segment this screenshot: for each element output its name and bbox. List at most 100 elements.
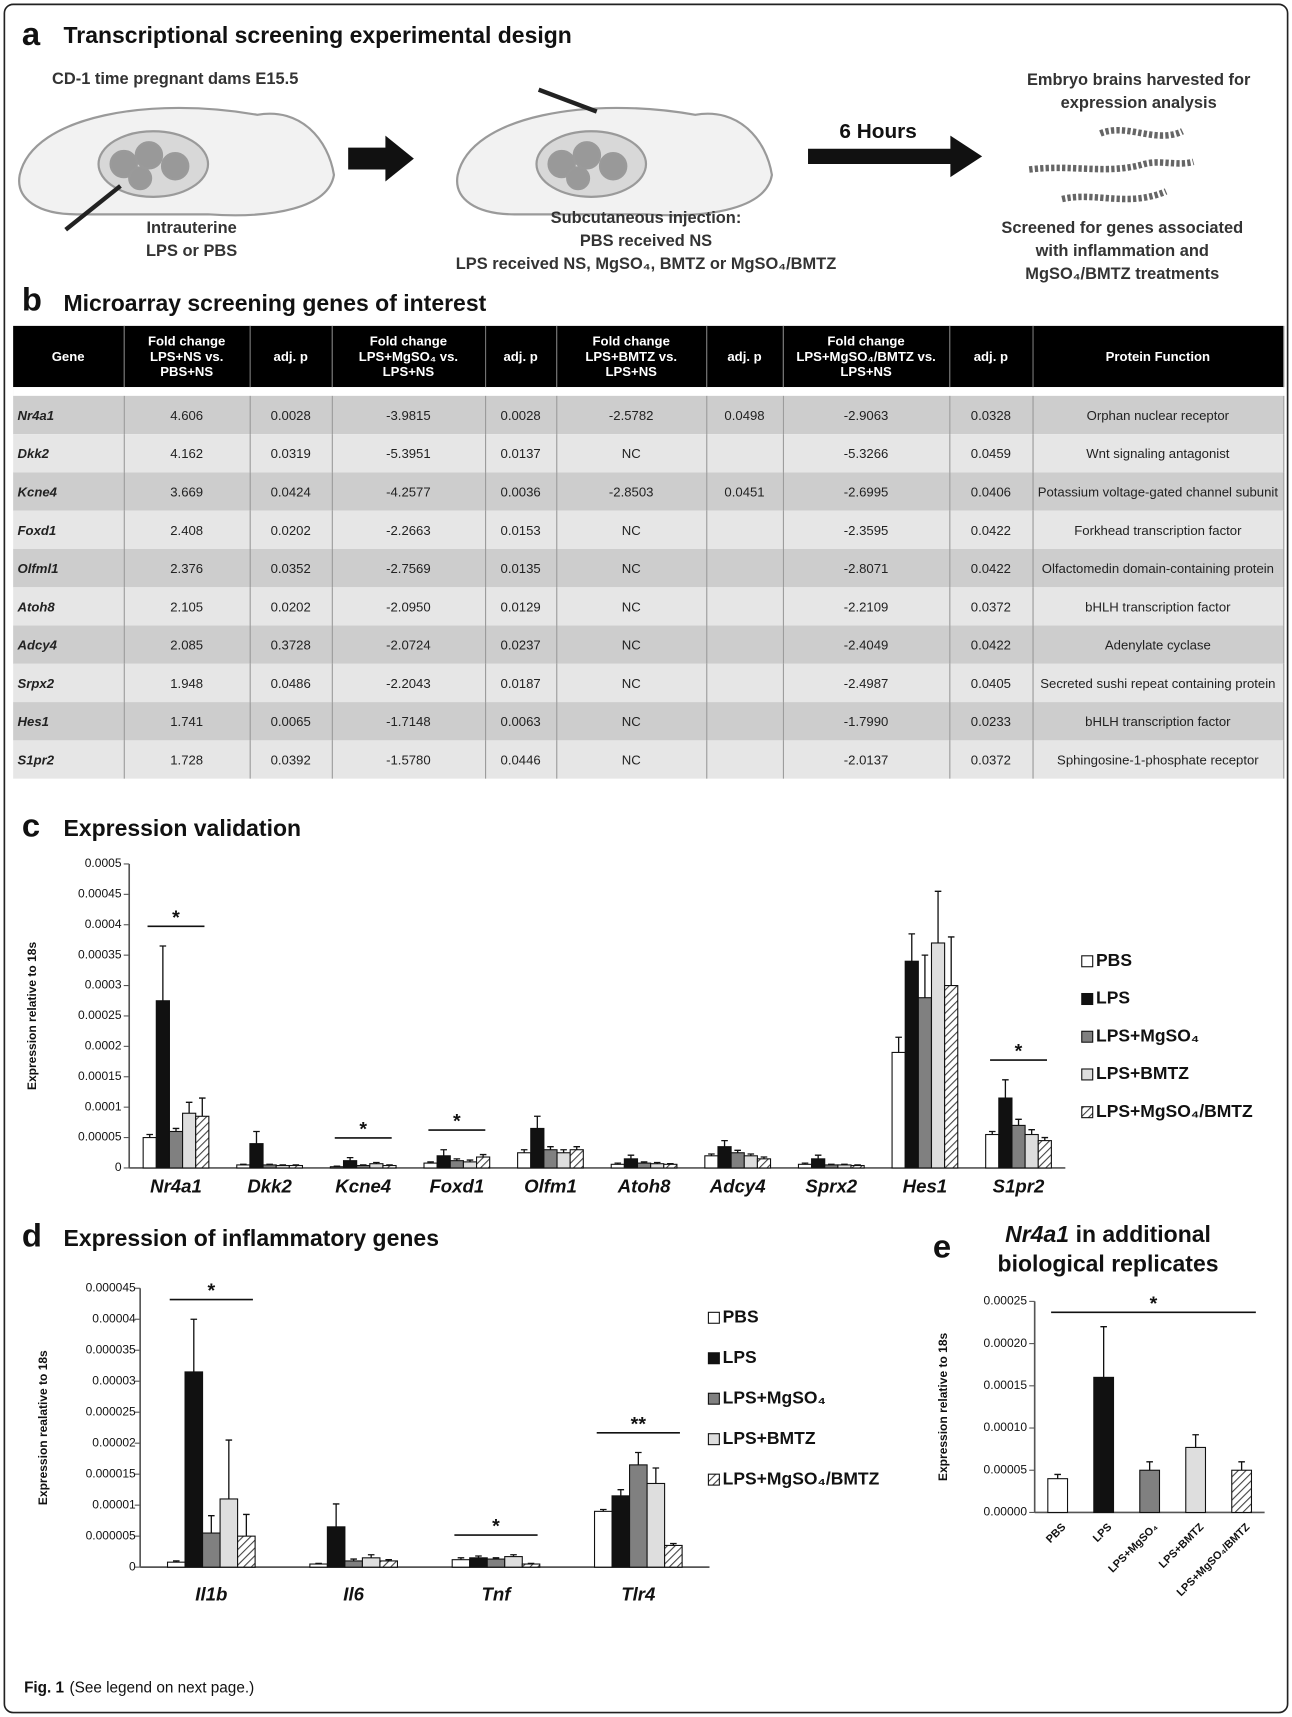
error-bar <box>640 1161 648 1164</box>
error-bar <box>453 1158 461 1161</box>
table-cell: Kcne4 <box>13 472 125 511</box>
bar <box>436 1155 451 1169</box>
harvest-text: expression analysis <box>1061 94 1217 112</box>
route-text: LPS or PBS <box>146 242 237 260</box>
legend-label: LPS+MgSO₄ <box>1096 1025 1199 1045</box>
table-cell <box>706 587 784 626</box>
table-cell: NC <box>556 702 707 741</box>
error-bar <box>385 1559 392 1561</box>
table-row: Atoh8 2.105 0.0202 -2.0950 0.0129 NC -2.2109 0.… <box>13 587 1284 626</box>
bar <box>985 1133 1000 1169</box>
error-bar <box>1002 1079 1009 1099</box>
error-bar <box>510 1554 517 1557</box>
panel-label: d <box>22 1217 42 1254</box>
table-cell: NC <box>556 740 707 779</box>
y-tick-label: 0.00025 <box>984 1294 1028 1308</box>
x-tick-label: S1pr2 <box>993 1176 1045 1197</box>
legend-swatch <box>707 1392 720 1405</box>
y-tick-label: 0.00035 <box>78 947 122 961</box>
table-cell <box>706 740 784 779</box>
table-cell: -2.2109 <box>782 587 950 626</box>
bar <box>623 1158 639 1169</box>
legend-label: PBS <box>1096 950 1132 970</box>
x-tick-label: PBS <box>1044 1521 1068 1545</box>
bar <box>756 1158 772 1169</box>
header-cell: Protein Function <box>1032 325 1284 388</box>
error-bar <box>670 1542 677 1546</box>
error-bar <box>617 1489 625 1496</box>
table-cell: 0.0028 <box>485 395 557 435</box>
bar <box>610 1163 625 1169</box>
table-row: Nr4a1 4.606 0.0028 -3.9815 0.0028 -2.5782 0.04… <box>13 395 1284 435</box>
injection-text: Subcutaneous injection: <box>551 209 742 227</box>
bar <box>219 1498 239 1568</box>
bar <box>236 1164 251 1169</box>
panel-title: Transcriptional screening experimental d… <box>64 22 572 48</box>
error-bar <box>814 1154 822 1159</box>
table-cell <box>706 702 784 741</box>
mouse-illustration <box>18 87 774 232</box>
table-cell: -2.3595 <box>782 510 950 549</box>
table-cell: -1.7990 <box>782 702 950 741</box>
bar <box>379 1560 398 1568</box>
x-tick-label: Foxd1 <box>429 1176 484 1197</box>
bar <box>904 960 919 1169</box>
bar <box>1011 1124 1026 1169</box>
interval-text: 6 Hours <box>839 120 916 143</box>
bar <box>569 1149 584 1169</box>
error-bar <box>440 1149 447 1156</box>
legend-swatch <box>1081 1030 1094 1043</box>
bar <box>423 1162 438 1169</box>
table-body: Nr4a1 4.606 0.0028 -3.9815 0.0028 -2.5782 0.04… <box>13 387 1284 779</box>
y-axis-label: Expression realative to 18s <box>36 1350 50 1505</box>
table-row: S1pr2 1.728 0.0392 -1.5780 0.0446 NC -2.0137 0.… <box>13 740 1284 779</box>
bar <box>517 1152 532 1169</box>
bar <box>344 1560 363 1568</box>
table-cell: -2.5782 <box>556 395 707 435</box>
y-tick-label: 0.00015 <box>984 1378 1028 1392</box>
bar <box>326 1526 346 1568</box>
bar <box>486 1558 506 1568</box>
table-cell: -4.2577 <box>331 472 486 511</box>
table-cell: Wnt signaling antagonist <box>1032 434 1284 473</box>
error-bar <box>146 1133 154 1138</box>
table-cell: Atoh8 <box>13 587 125 626</box>
x-tick-label: Il1b <box>195 1583 227 1604</box>
bar <box>650 1163 665 1169</box>
y-tick-label: 0.000045 <box>86 1280 136 1294</box>
x-tick-label: Atoh8 <box>617 1176 671 1197</box>
table-cell: 0.0129 <box>485 587 557 626</box>
table-cell <box>706 434 784 473</box>
significance-mark: * <box>453 1111 461 1133</box>
error-bar <box>947 936 955 986</box>
x-tick-label: Olfm1 <box>524 1176 577 1197</box>
panel-label: a <box>22 15 41 52</box>
table-cell: 4.606 <box>123 395 251 435</box>
error-bar <box>332 1503 340 1527</box>
chart-title: Nr4a1 in additional <box>1005 1221 1211 1247</box>
legend-label: LPS <box>723 1347 757 1367</box>
table-cell: S1pr2 <box>13 740 125 779</box>
y-tick-label: 0.0003 <box>85 978 122 992</box>
error-bar <box>243 1513 250 1537</box>
legend-label: LPS+MgSO₄ <box>723 1387 826 1407</box>
error-bar <box>190 1318 198 1372</box>
table-cell: 0.0498 <box>706 395 784 435</box>
caption-text: (See legend on next page.) <box>70 1680 255 1697</box>
table-cell: NC <box>556 587 707 626</box>
panel-label: b <box>22 281 42 318</box>
title-gene: Nr4a1 <box>1005 1221 1069 1247</box>
table-cell: 2.376 <box>123 548 251 588</box>
x-tick-label: Hes1 <box>903 1176 947 1197</box>
table-cell: 0.0063 <box>485 702 557 741</box>
table-cell: NC <box>556 548 707 588</box>
table-cell: 0.0406 <box>949 472 1034 511</box>
table-cell: 0.0451 <box>706 472 784 511</box>
header-cell: adj. p <box>485 325 557 388</box>
error-bar <box>198 1097 206 1117</box>
y-tick-label: 0.000005 <box>86 1528 136 1542</box>
table-cell: 0.0137 <box>485 434 557 473</box>
table-cell: Hes1 <box>13 702 125 741</box>
table-cell: -2.7569 <box>331 548 486 588</box>
bar <box>1231 1469 1253 1513</box>
